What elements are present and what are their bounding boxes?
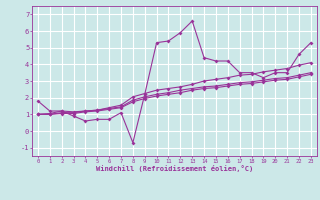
X-axis label: Windchill (Refroidissement éolien,°C): Windchill (Refroidissement éolien,°C) [96, 165, 253, 172]
